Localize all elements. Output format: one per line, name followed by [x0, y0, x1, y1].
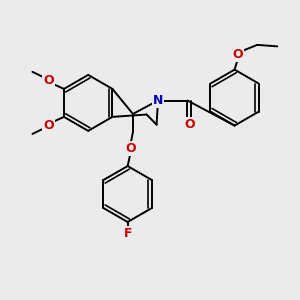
Text: O: O [125, 142, 136, 155]
Text: O: O [233, 48, 243, 61]
Text: O: O [43, 118, 54, 132]
Text: N: N [153, 94, 163, 107]
Text: O: O [43, 74, 54, 87]
Text: F: F [123, 227, 132, 240]
Text: O: O [184, 118, 195, 131]
